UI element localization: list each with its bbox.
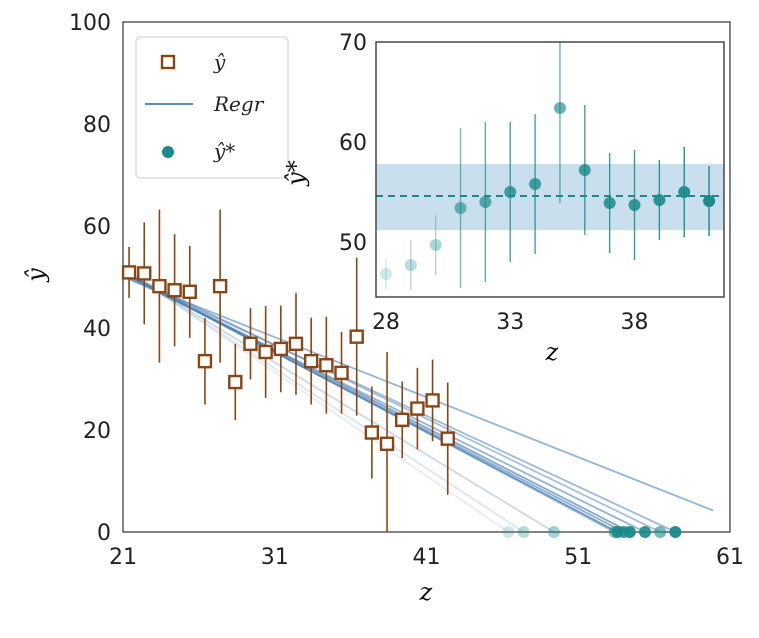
inset-point bbox=[653, 194, 666, 206]
inset-x-tick-label: 33 bbox=[496, 310, 524, 335]
inset-point bbox=[379, 268, 392, 280]
inset-x-tick-label: 38 bbox=[621, 310, 649, 335]
y-tick-label: 40 bbox=[83, 317, 111, 342]
main-points bbox=[121, 265, 455, 451]
legend-square-marker bbox=[160, 54, 176, 70]
y-tick-label: 60 bbox=[83, 215, 111, 240]
inset-plot-border bbox=[375, 41, 725, 298]
ystar-point bbox=[502, 526, 515, 538]
data-point bbox=[425, 393, 440, 408]
data-point bbox=[440, 431, 455, 446]
main-x-axis-label: z bbox=[419, 578, 433, 606]
ystar-point bbox=[654, 526, 667, 538]
data-point bbox=[212, 278, 228, 294]
data-point bbox=[167, 283, 182, 298]
y-tick-label: 20 bbox=[83, 419, 111, 444]
data-point bbox=[228, 374, 243, 390]
data-point bbox=[243, 336, 258, 352]
ystar-point bbox=[547, 526, 560, 538]
x-tick-label: 41 bbox=[413, 545, 441, 570]
legend-circle-marker bbox=[162, 146, 174, 158]
data-point bbox=[182, 284, 197, 299]
regression-line bbox=[128, 271, 509, 533]
data-point bbox=[137, 266, 152, 281]
inset-point bbox=[578, 164, 591, 176]
inset-point bbox=[603, 197, 616, 209]
inset-point bbox=[678, 186, 691, 198]
main-ystar-points bbox=[502, 526, 682, 538]
data-point bbox=[152, 278, 167, 294]
data-point bbox=[121, 265, 137, 280]
data-point bbox=[303, 353, 319, 369]
inset-y-axis-label: ŷ* bbox=[282, 160, 310, 187]
regression-line bbox=[128, 278, 714, 512]
y-tick-label: 100 bbox=[69, 11, 111, 36]
inset-point bbox=[454, 202, 467, 214]
data-point bbox=[410, 401, 425, 416]
ystar-point bbox=[639, 526, 652, 538]
x-tick-label: 51 bbox=[564, 545, 592, 570]
y-tick-label: 80 bbox=[83, 113, 111, 138]
inset-points bbox=[379, 102, 716, 280]
inset-x-axis-label: z bbox=[545, 338, 559, 366]
inset-point bbox=[504, 186, 517, 198]
legend-label-yhat: ŷ bbox=[213, 50, 226, 74]
inset-point bbox=[404, 259, 417, 271]
data-point bbox=[334, 365, 349, 381]
data-point bbox=[288, 336, 304, 352]
data-point bbox=[395, 412, 410, 427]
inset-x-ticks: 28 33 38 bbox=[372, 310, 649, 335]
ystar-point bbox=[623, 526, 636, 538]
inset-point bbox=[479, 196, 492, 208]
inset-point bbox=[628, 199, 641, 211]
x-tick-label: 21 bbox=[109, 545, 137, 570]
main-x-ticks: 21 31 41 51 61 bbox=[109, 545, 744, 570]
data-point bbox=[319, 358, 334, 373]
main-y-ticks: 0 20 40 60 80 100 bbox=[69, 11, 111, 546]
inset-x-tick-label: 28 bbox=[372, 310, 400, 335]
inset-point bbox=[429, 239, 442, 251]
inset-point bbox=[553, 102, 566, 114]
x-tick-label: 61 bbox=[716, 545, 744, 570]
ystar-point bbox=[669, 526, 682, 538]
legend-label-ystar: ŷ* bbox=[213, 139, 235, 163]
data-point bbox=[258, 344, 273, 360]
inset-point bbox=[529, 178, 542, 190]
data-point bbox=[379, 436, 395, 451]
legend-label-regr: Regr bbox=[213, 92, 265, 116]
data-point bbox=[349, 329, 364, 344]
data-point bbox=[197, 353, 213, 369]
regression-line bbox=[128, 273, 661, 533]
legend: ŷ Regr ŷ* bbox=[135, 36, 289, 179]
inset-point bbox=[703, 195, 716, 207]
data-point bbox=[273, 341, 289, 357]
legend-box bbox=[135, 36, 289, 179]
x-tick-label: 31 bbox=[261, 545, 289, 570]
inset-y-ticks: 50 60 70 bbox=[339, 31, 367, 256]
data-point bbox=[364, 425, 380, 440]
inset-y-tick-label: 70 bbox=[339, 31, 367, 56]
inset-y-tick-label: 60 bbox=[339, 131, 367, 156]
inset-y-tick-label: 50 bbox=[339, 231, 367, 256]
main-y-axis-label: ŷ bbox=[22, 268, 50, 283]
y-tick-label: 0 bbox=[97, 521, 111, 546]
ystar-point bbox=[517, 526, 530, 538]
